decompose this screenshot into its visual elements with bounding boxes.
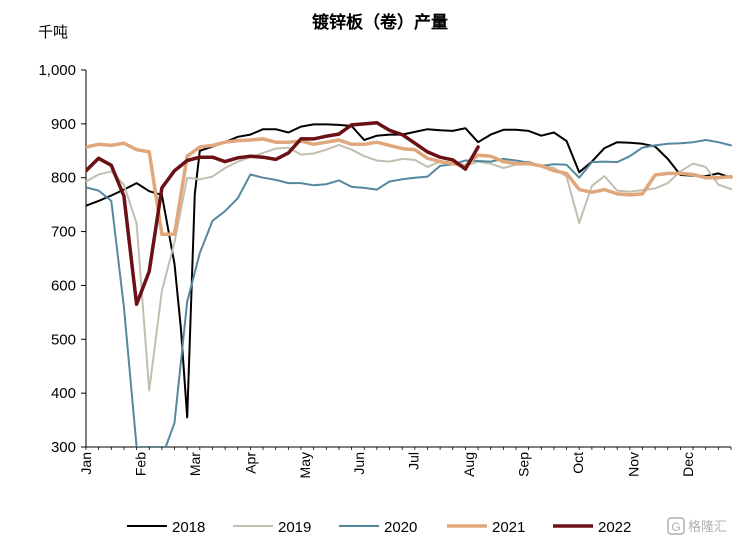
watermark: G 格隆汇: [667, 517, 727, 535]
svg-text:G: G: [671, 520, 680, 534]
x-tick-label: May: [297, 452, 313, 478]
y-tick-label: 900: [51, 116, 76, 133]
series-line-2021: [86, 137, 733, 237]
x-tick-label: Oct: [570, 452, 586, 474]
y-tick-label: 500: [51, 331, 76, 348]
x-tick-label: Jun: [351, 452, 367, 475]
chart-title: 镀锌板（卷）产量: [312, 12, 448, 32]
y-tick-label: 300: [51, 439, 76, 456]
y-axis: 300 400 500 600 700 800 900 1,000: [38, 62, 87, 456]
x-tick-label: Jan: [78, 452, 94, 475]
y-tick-label: 700: [51, 224, 76, 241]
legend-label-2021: 2021: [492, 519, 525, 536]
y-tick-label: 800: [51, 170, 76, 187]
x-axis: Jan Feb Mar Apr May Jun Jul Aug Sep Oct Nov Dec: [78, 446, 732, 478]
series-line-2018: [86, 123, 732, 419]
series-line-2020: [86, 139, 732, 447]
legend-label-2018: 2018: [172, 519, 205, 536]
x-tick-label: Jul: [406, 452, 422, 470]
legend: 2018 2019 2020 2021 2022: [127, 519, 631, 536]
y-tick-label: 400: [51, 385, 76, 402]
y-tick-label: 1,000: [38, 62, 76, 79]
unit-label: 千吨: [38, 24, 68, 41]
x-tick-label: Mar: [187, 452, 203, 476]
x-tick-label: Apr: [242, 452, 258, 474]
series-line-2019: [86, 143, 732, 392]
legend-label-2020: 2020: [384, 519, 417, 536]
x-tick-label: Aug: [461, 452, 477, 477]
series-line-2022: [86, 121, 480, 307]
series-lines: [86, 121, 733, 447]
watermark-text: 格隆汇: [688, 519, 727, 534]
y-tick-label: 600: [51, 277, 76, 294]
x-tick-label: Dec: [680, 452, 696, 477]
legend-label-2022: 2022: [598, 519, 631, 536]
x-tick-label: Nov: [626, 452, 642, 477]
x-tick-label: Sep: [516, 452, 532, 477]
legend-label-2019: 2019: [278, 519, 311, 536]
x-tick-label: Feb: [132, 452, 148, 476]
gelonghui-logo-icon: G: [667, 517, 685, 535]
